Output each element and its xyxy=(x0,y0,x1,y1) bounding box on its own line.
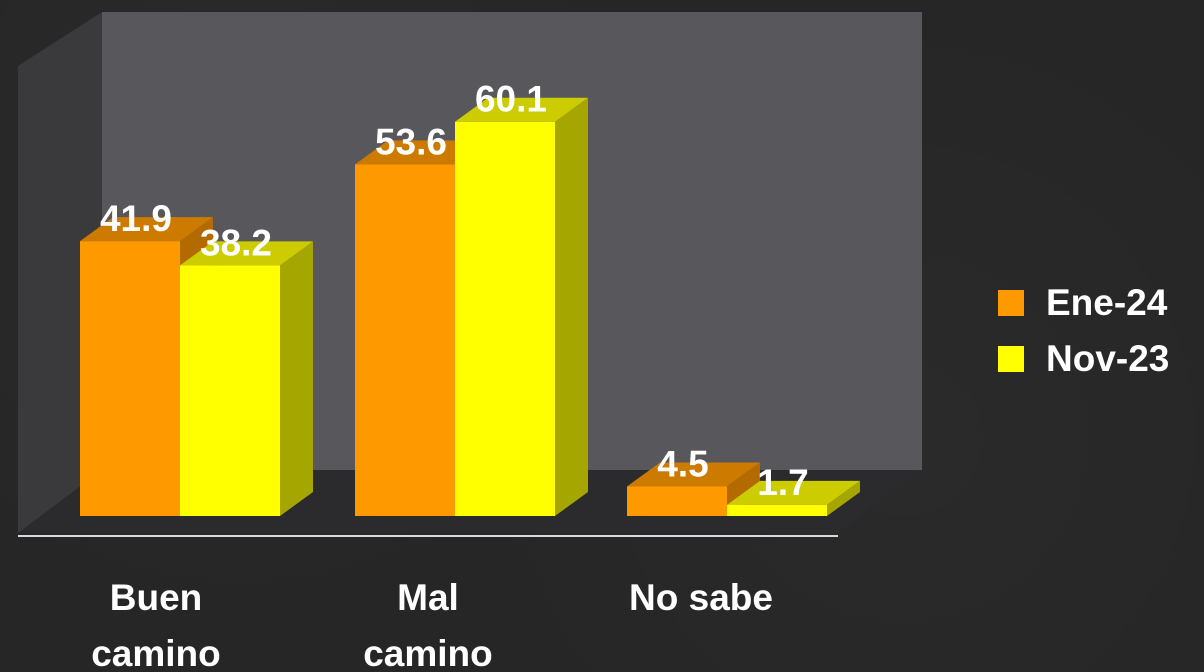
bar-front xyxy=(455,121,555,516)
value-label-nov-23-buen-camino: 38.2 xyxy=(200,222,272,263)
bar-top xyxy=(727,480,860,505)
bar-nov-23-mal-camino xyxy=(455,97,588,516)
bar-top xyxy=(455,97,588,122)
bar-top xyxy=(180,241,313,266)
bar-top xyxy=(355,140,488,165)
legend-swatch-ene-24 xyxy=(998,290,1024,316)
bar-nov-23-buen-camino xyxy=(180,241,313,516)
value-label-ene-24-mal-camino: 53.6 xyxy=(375,121,447,162)
category-label-line: Mal xyxy=(397,577,459,618)
value-labels: 41.9 38.2 53.6 60.1 4.5 1.7 xyxy=(100,79,809,503)
legend: Ene-24 Nov-23 xyxy=(998,278,1169,390)
value-label-nov-23-mal-camino: 60.1 xyxy=(475,79,547,120)
category-label-line: Buen xyxy=(110,577,203,618)
category-label-mal-camino: Mal camino xyxy=(363,577,493,672)
value-label-ene-24-no-sabe: 4.5 xyxy=(657,443,708,484)
category-labels: Buen camino Mal camino No sabe xyxy=(91,577,773,672)
bar-front xyxy=(727,504,827,516)
chart-bars xyxy=(80,97,860,517)
legend-item-nov-23: Nov-23 xyxy=(998,334,1169,384)
bar-nov-23-no-sabe xyxy=(727,480,860,516)
bar-ene-24-no-sabe xyxy=(627,462,760,516)
bar-front xyxy=(355,164,455,516)
value-label-ene-24-buen-camino: 41.9 xyxy=(100,198,172,239)
legend-label-nov-23: Nov-23 xyxy=(1046,338,1170,379)
category-label-line: camino xyxy=(91,633,221,672)
category-label-buen-camino: Buen camino xyxy=(91,577,221,672)
legend-item-ene-24: Ene-24 xyxy=(998,278,1169,328)
value-label-nov-23-no-sabe: 1.7 xyxy=(757,462,808,503)
category-label-line: camino xyxy=(363,633,493,672)
category-label-line: No sabe xyxy=(629,577,773,618)
bar-side xyxy=(280,241,313,516)
bar-front xyxy=(627,486,727,516)
bar-front xyxy=(80,241,180,517)
bar-side xyxy=(555,97,588,516)
legend-label-ene-24: Ene-24 xyxy=(1046,282,1168,323)
bar-front xyxy=(180,265,280,516)
bar-side xyxy=(827,480,860,516)
legend-swatch-nov-23 xyxy=(998,346,1024,372)
category-label-no-sabe: No sabe xyxy=(629,577,773,618)
bar-top xyxy=(627,462,760,487)
bar-top xyxy=(80,217,213,242)
